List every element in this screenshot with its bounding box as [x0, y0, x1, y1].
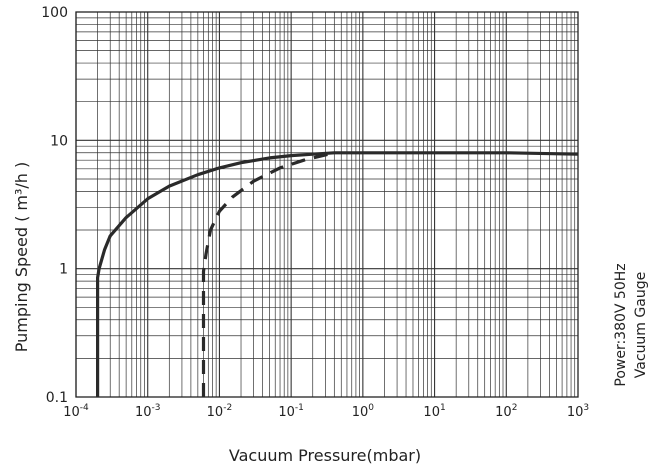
y-axis-label: Pumping Speed ( m³/h ) [12, 162, 31, 353]
y-tick-labels: 0.1 1 10 100 [41, 5, 68, 406]
y-tick-label: 100 [41, 5, 68, 21]
x-tick-label: 10-3 [135, 403, 161, 420]
y-tick-label: 10 [50, 133, 68, 149]
x-tick-label: 101 [423, 403, 445, 420]
power-label: Power:380V 50Hz [613, 263, 629, 386]
solid-curve [96, 151, 579, 397]
x-tick-label: 10-1 [278, 403, 304, 420]
y-tick-label: 1 [59, 262, 68, 278]
x-tick-labels: 10-4 10-3 10-2 10-1 100 101 102 103 [63, 403, 589, 420]
x-tick-label: 100 [352, 403, 375, 420]
x-tick-label: 102 [495, 403, 517, 420]
dashed-curve [201, 151, 335, 397]
grid-lines [75, 12, 578, 398]
y-tick-label: 0.1 [46, 390, 68, 406]
x-tick-label: 10-4 [63, 403, 89, 420]
plot-frame [75, 11, 579, 398]
series-layer [96, 151, 579, 397]
x-axis-label: Vacuum Pressure(mbar) [229, 446, 421, 465]
gauge-label: Vacuum Gauge [633, 272, 649, 378]
x-tick-label: 10-2 [207, 403, 233, 420]
x-tick-label: 103 [567, 403, 589, 420]
